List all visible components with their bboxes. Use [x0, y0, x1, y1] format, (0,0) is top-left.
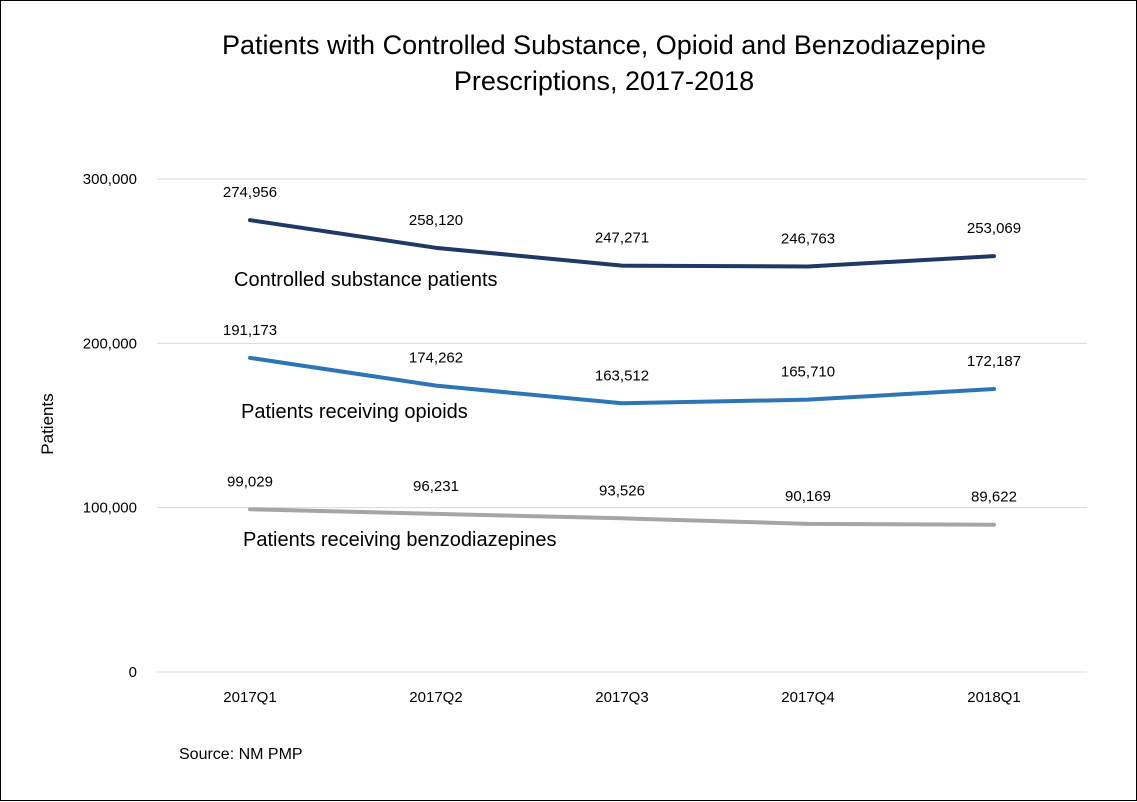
source-note: Source: NM PMP — [179, 746, 303, 763]
data-label: 89,622 — [971, 489, 1017, 506]
data-label: 99,029 — [227, 473, 273, 490]
data-label: 163,512 — [595, 367, 649, 384]
data-label: 274,956 — [223, 184, 277, 201]
y-axis-title: Patients — [38, 393, 57, 454]
series-line-opioid — [248, 355, 996, 406]
gridlines — [157, 178, 1087, 673]
data-label: 253,069 — [967, 220, 1021, 237]
y-tick-label: 100,000 — [83, 500, 137, 517]
data-label: 246,763 — [781, 230, 835, 247]
y-axis-tick-labels: 0 100,000 200,000 300,000 — [83, 171, 137, 681]
series-label-benzo: Patients receiving benzodiazepines — [243, 529, 557, 551]
data-label: 191,173 — [223, 322, 277, 339]
chart-title-line-2: Prescriptions, 2017-2018 — [454, 66, 754, 96]
y-tick-label: 200,000 — [83, 335, 137, 352]
data-label: 96,231 — [413, 478, 459, 495]
chart-title-line-1: Patients with Controlled Substance, Opio… — [222, 30, 986, 60]
series-line-benzo — [248, 507, 996, 527]
x-axis-tick-labels: 2017Q1 2017Q2 2017Q3 2017Q4 2018Q1 — [223, 689, 1020, 706]
data-label: 258,120 — [409, 212, 463, 229]
data-label: 247,271 — [595, 230, 649, 247]
data-label: 174,262 — [409, 350, 463, 367]
y-tick-label: 0 — [129, 664, 137, 681]
series-labels: Controlled substance patients Patients re… — [234, 269, 557, 551]
x-tick-label: 2017Q1 — [223, 689, 276, 706]
chart-title: Patients with Controlled Substance, Opio… — [222, 30, 986, 96]
x-tick-label: 2018Q1 — [967, 689, 1020, 706]
y-tick-label: 300,000 — [83, 171, 137, 188]
series-lines — [248, 218, 996, 527]
x-tick-label: 2017Q2 — [409, 689, 462, 706]
data-label: 93,526 — [599, 482, 645, 499]
series-label-opioid: Patients receiving opioids — [241, 401, 468, 423]
data-label: 172,187 — [967, 353, 1021, 370]
data-label: 90,169 — [785, 488, 831, 505]
data-labels: 274,956 258,120 247,271 246,763 253,069 191,1… — [223, 184, 1021, 506]
series-label-controlled: Controlled substance patients — [234, 269, 498, 291]
x-tick-label: 2017Q3 — [595, 689, 648, 706]
data-label: 165,710 — [781, 364, 835, 381]
x-tick-label: 2017Q4 — [781, 689, 834, 706]
series-line-controlled — [248, 218, 996, 269]
